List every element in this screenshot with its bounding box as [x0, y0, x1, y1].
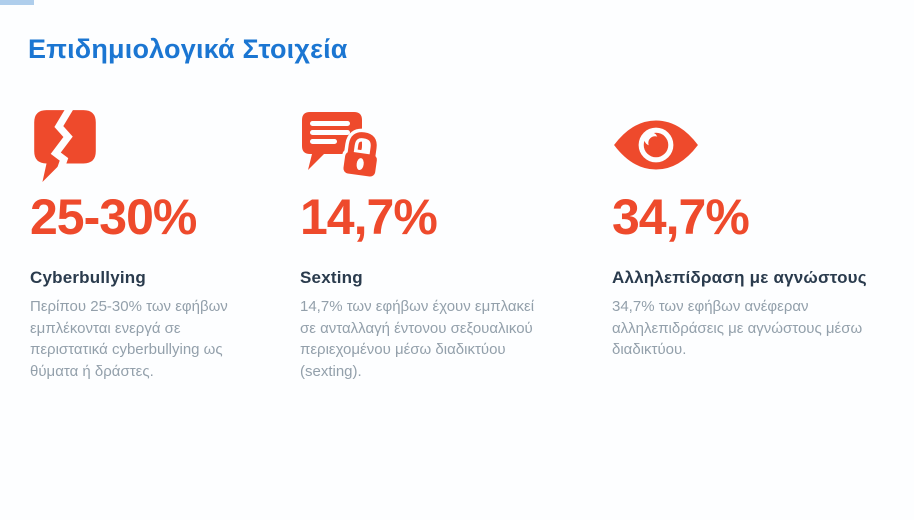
- stat-value: 14,7%: [300, 189, 438, 245]
- broken-speech-bubble-icon: [30, 106, 280, 188]
- stat-value: 34,7%: [612, 189, 750, 245]
- stat-heading: Cyberbullying: [30, 268, 146, 287]
- stat-description: 34,7% των εφήβων ανέφεραν αλληλεπιδράσει…: [612, 298, 863, 358]
- corner-decoration: [0, 0, 34, 5]
- stat-card-strangers: 34,7% Αλληλεπίδραση με αγνώστους 34,7% τ…: [612, 106, 902, 361]
- stat-description: 14,7% των εφήβων έχουν εμπλακεί σε ανταλ…: [300, 298, 535, 380]
- stat-value: 25-30%: [30, 189, 197, 245]
- stat-heading: Αλληλεπίδραση με αγνώστους: [612, 268, 867, 287]
- page-title: Επιδημιολογικά Στοιχεία: [28, 34, 348, 65]
- stat-card-sexting: 14,7% Sexting 14,7% των εφήβων έχουν εμπ…: [300, 106, 570, 382]
- locked-chat-icon: [300, 106, 570, 188]
- stat-card-cyberbullying: 25-30% Cyberbullying Περίπου 25-30% των …: [30, 106, 280, 382]
- stat-heading: Sexting: [300, 268, 363, 287]
- stat-description: Περίπου 25-30% των εφήβων εμπλέκονται εν…: [30, 298, 228, 380]
- eye-icon: [612, 106, 902, 188]
